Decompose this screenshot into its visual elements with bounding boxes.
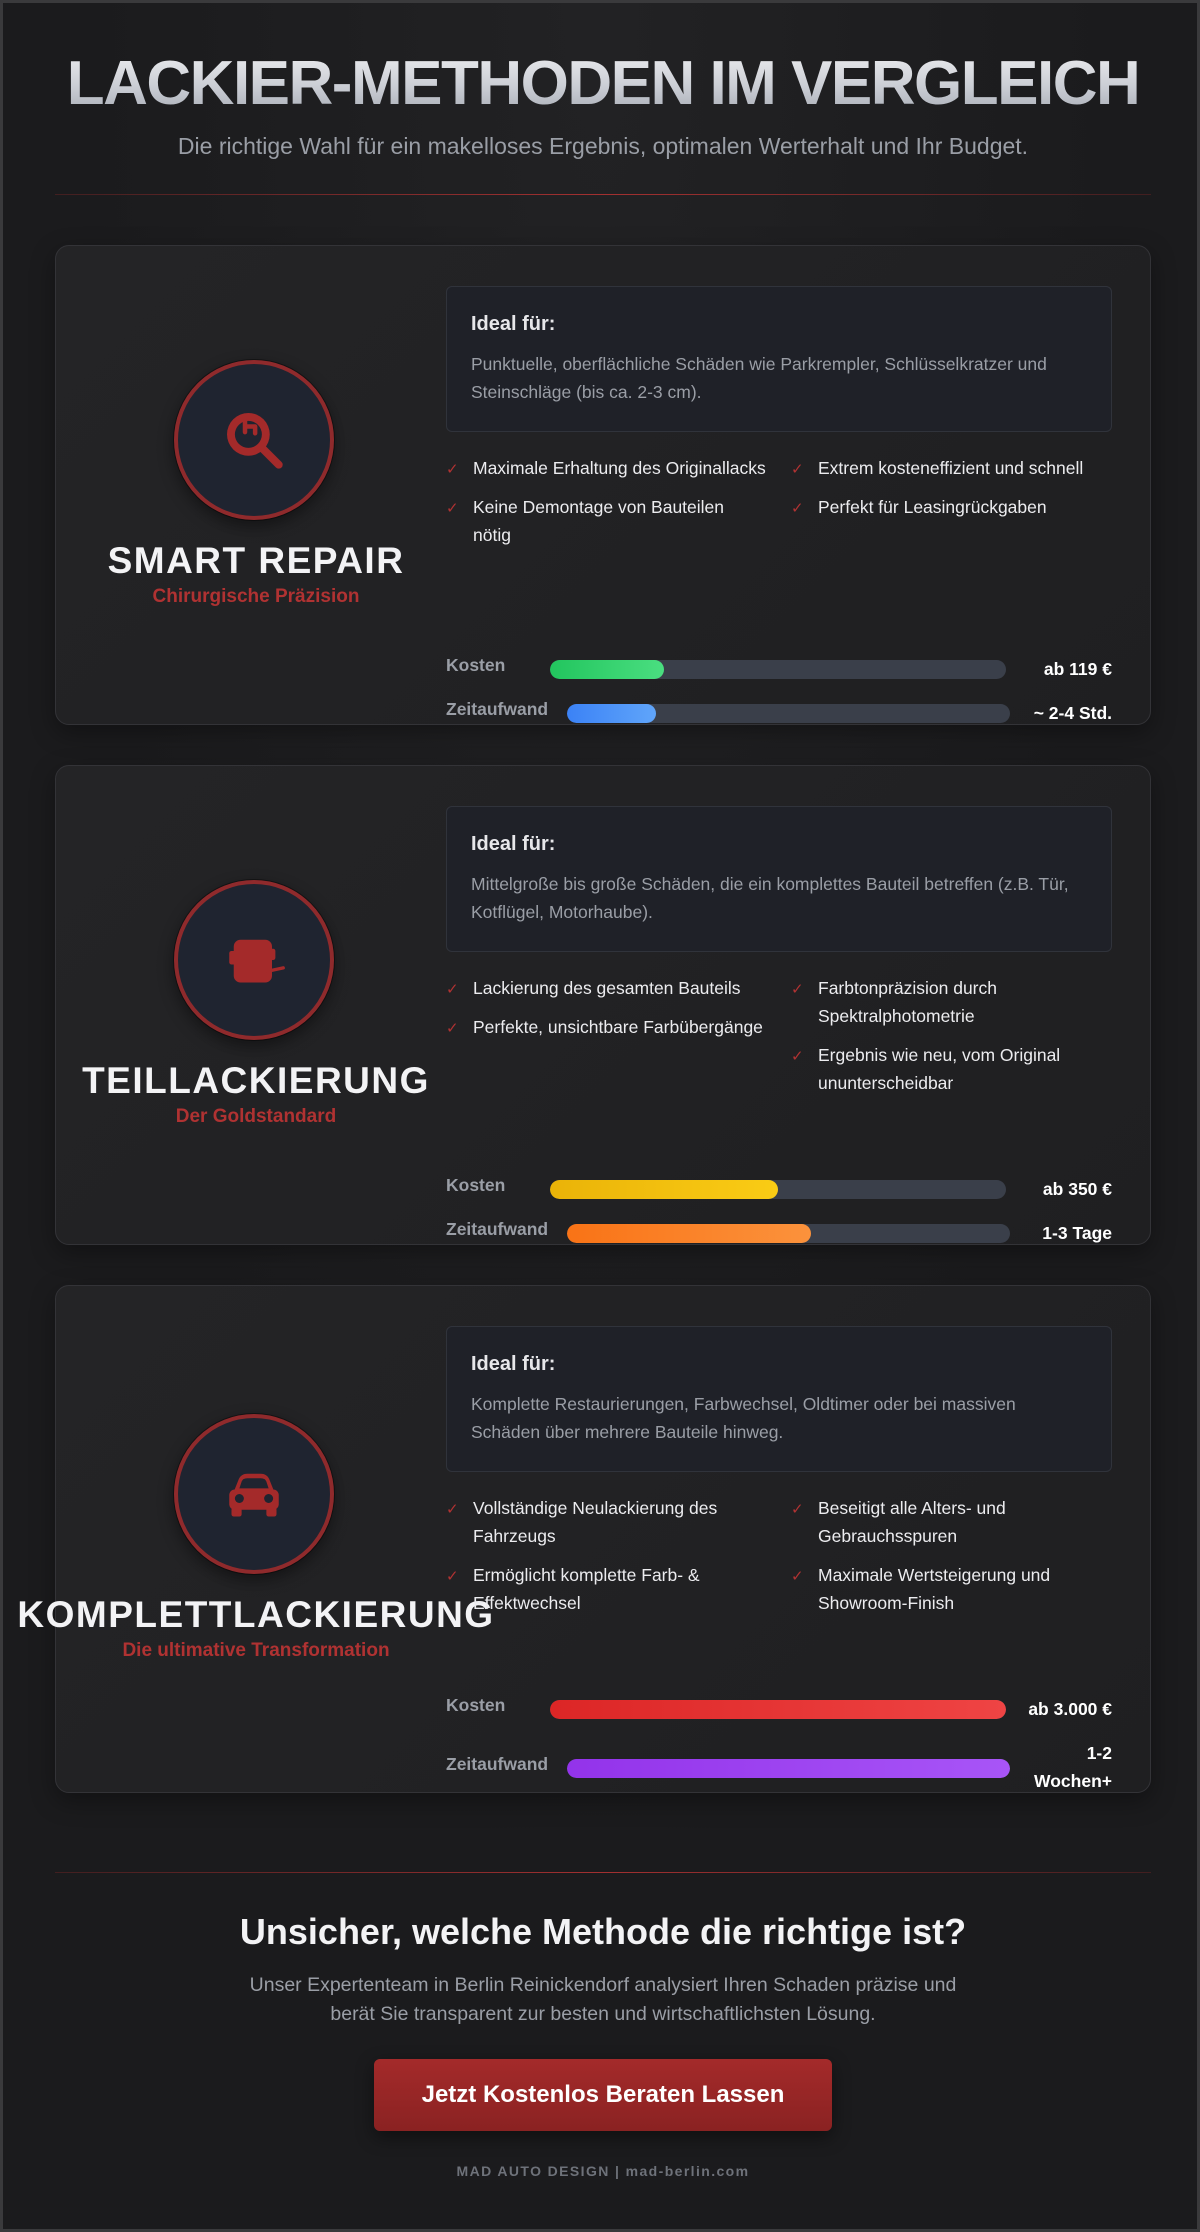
page-title: LACKIER-METHODEN IM VERGLEICH	[3, 45, 1200, 123]
page-header: LACKIER-METHODEN IM VERGLEICH Die richti…	[3, 45, 1200, 160]
cta-title: Unsicher, welche Methode die richtige is…	[239, 1911, 967, 1952]
checkmark-icon: ✓	[446, 1568, 459, 1585]
ideal-for-box: Ideal für: Mittelgroße bis große Schäden…	[446, 806, 1112, 952]
cost-fill	[550, 660, 664, 679]
cost-track	[550, 660, 1006, 679]
feature-list: ✓ Vollständige Neulackierung des Fahrzeug…	[446, 1494, 1112, 1624]
feature-item: ✓ Lackierung des gesamten Bauteils	[446, 974, 766, 1002]
method-card-smart-repair: SMART REPAIR Chirurgische Präzision Idea…	[55, 245, 1151, 725]
checkmark-icon: ✓	[446, 1020, 459, 1037]
method-card-komplettlackierung: KOMPLETTLACKIERUNG Die ultimative Transf…	[17, 1285, 1151, 1796]
time-value: 1-2 Wochen+	[1034, 1743, 1112, 1791]
feature-item: ✓ Extrem kosteneffizient und schnell	[791, 454, 1111, 482]
car-front-icon	[229, 1473, 279, 1517]
method-tagline: Chirurgische Präzision	[152, 586, 360, 607]
time-track	[567, 704, 1010, 723]
ideal-for-text: Punktuelle, oberflächliche Schäden wie P…	[471, 354, 1047, 402]
header-divider	[55, 194, 1151, 195]
method-name: SMART REPAIR	[107, 540, 405, 581]
footer: MAD AUTO DESIGN | mad-berlin.com	[456, 2163, 750, 2179]
cta-text: Unser Expertenteam in Berlin Reinickendo…	[249, 1974, 957, 2025]
checkmark-icon: ✓	[791, 1501, 804, 1518]
cta-section: Unsicher, welche Methode die richtige is…	[3, 1911, 1200, 2131]
cost-bar-row: Kosten ab 350 €	[446, 1172, 1112, 1202]
checkmark-icon: ✓	[791, 981, 804, 998]
time-track	[567, 1759, 1010, 1778]
ideal-for-text: Mittelgroße bis große Schäden, die ein k…	[471, 874, 1069, 922]
checkmark-icon: ✓	[446, 981, 459, 998]
ideal-for-box: Ideal für: Punktuelle, oberflächliche Sc…	[446, 286, 1112, 432]
feature-item: ✓ Farbtonpräzision durch Spektralphotomet…	[791, 978, 997, 1026]
method-emblem	[174, 1414, 334, 1574]
method-emblem	[174, 880, 334, 1040]
free-consultation-button[interactable]: Jetzt Kostenlos Beraten Lassen	[374, 2059, 832, 2131]
time-fill	[567, 1224, 811, 1243]
cost-value: ab 350 €	[1042, 1179, 1112, 1199]
checkmark-icon: ✓	[446, 1501, 459, 1518]
time-fill	[567, 1759, 1010, 1778]
cost-track	[550, 1180, 1006, 1199]
method-name: KOMPLETTLACKIERUNG	[17, 1594, 495, 1635]
time-label: Zeitaufwand	[446, 699, 549, 719]
cta-divider	[55, 1872, 1151, 1873]
cost-value: ab 3.000 €	[1028, 1699, 1112, 1719]
method-name: TEILLACKIERUNG	[82, 1060, 430, 1101]
checkmark-icon: ✓	[791, 500, 804, 517]
checkmark-icon: ✓	[791, 461, 804, 478]
cost-label: Kosten	[446, 1175, 506, 1195]
checkmark-icon: ✓	[446, 500, 459, 517]
checkmark-icon: ✓	[791, 1048, 804, 1065]
method-tagline: Die ultimative Transformation	[122, 1640, 390, 1661]
feature-item: ✓ Perfekt für Leasingrückgaben	[791, 493, 1111, 521]
cost-value: ab 119 €	[1043, 659, 1112, 679]
time-bar-row: Zeitaufwand 1-2 Wochen+	[446, 1736, 1112, 1796]
time-value: ~ 2-4 Std.	[1033, 703, 1112, 723]
time-value: 1-3 Tage	[1042, 1223, 1112, 1243]
feature-item: ✓ Keine Demontage von Bauteilen nötig	[446, 497, 725, 545]
feature-item: ✓ Vollständige Neulackierung des Fahrzeug…	[446, 1498, 718, 1546]
method-tagline: Der Goldstandard	[175, 1106, 337, 1127]
feature-list: ✓ Maximale Erhaltung des Originallacks ✓ K…	[446, 454, 1112, 584]
ideal-for-title: Ideal für:	[471, 1353, 556, 1375]
cost-fill	[550, 1180, 778, 1199]
feature-list: ✓ Lackierung des gesamten Bauteils ✓ Perfe…	[446, 974, 1112, 1104]
time-label: Zeitaufwand	[446, 1754, 549, 1774]
feature-item: ✓ Ermöglicht komplette Farb- & Effektwech…	[446, 1565, 700, 1613]
time-track	[567, 1224, 1010, 1243]
ideal-for-text: Komplette Restaurierungen, Farbwechsel, …	[471, 1394, 1016, 1442]
time-bar-row: Zeitaufwand 1-3 Tage	[446, 1216, 1112, 1246]
time-fill	[567, 704, 656, 723]
ideal-for-title: Ideal für:	[471, 313, 556, 335]
cost-bar-row: Kosten ab 119 €	[446, 652, 1112, 682]
feature-item: ✓ Perfekte, unsichtbare Farbübergänge	[446, 1013, 766, 1041]
time-label: Zeitaufwand	[446, 1219, 549, 1239]
feature-item: ✓ Ergebnis wie neu, vom Original ununters…	[791, 1045, 1061, 1093]
ideal-for-title: Ideal für:	[471, 833, 556, 855]
cost-track	[550, 1700, 1006, 1719]
method-emblem	[174, 360, 334, 520]
page-subtitle: Die richtige Wahl für ein makelloses Erg…	[177, 133, 1029, 159]
time-bar-row: Zeitaufwand ~ 2-4 Std.	[446, 696, 1112, 726]
feature-item: ✓ Maximale Wertsteigerung und Showroom-Fi…	[791, 1565, 1051, 1613]
car-door-part-icon	[229, 939, 285, 983]
ideal-for-box: Ideal für: Komplette Restaurierungen, Fa…	[446, 1326, 1112, 1472]
cost-label: Kosten	[446, 655, 506, 675]
method-card-teillackierung: TEILLACKIERUNG Der Goldstandard Ideal fü…	[55, 765, 1151, 1245]
cost-bar-row: Kosten ab 3.000 €	[446, 1692, 1112, 1722]
magnifier-repair-icon	[227, 413, 283, 469]
feature-item: ✓ Beseitigt alle Alters- und Gebrauchsspu…	[791, 1498, 1006, 1546]
cost-fill	[550, 1700, 1006, 1719]
cost-label: Kosten	[446, 1695, 506, 1715]
checkmark-icon: ✓	[446, 461, 459, 478]
feature-item: ✓ Maximale Erhaltung des Originallacks	[446, 454, 766, 482]
checkmark-icon: ✓	[791, 1568, 804, 1585]
